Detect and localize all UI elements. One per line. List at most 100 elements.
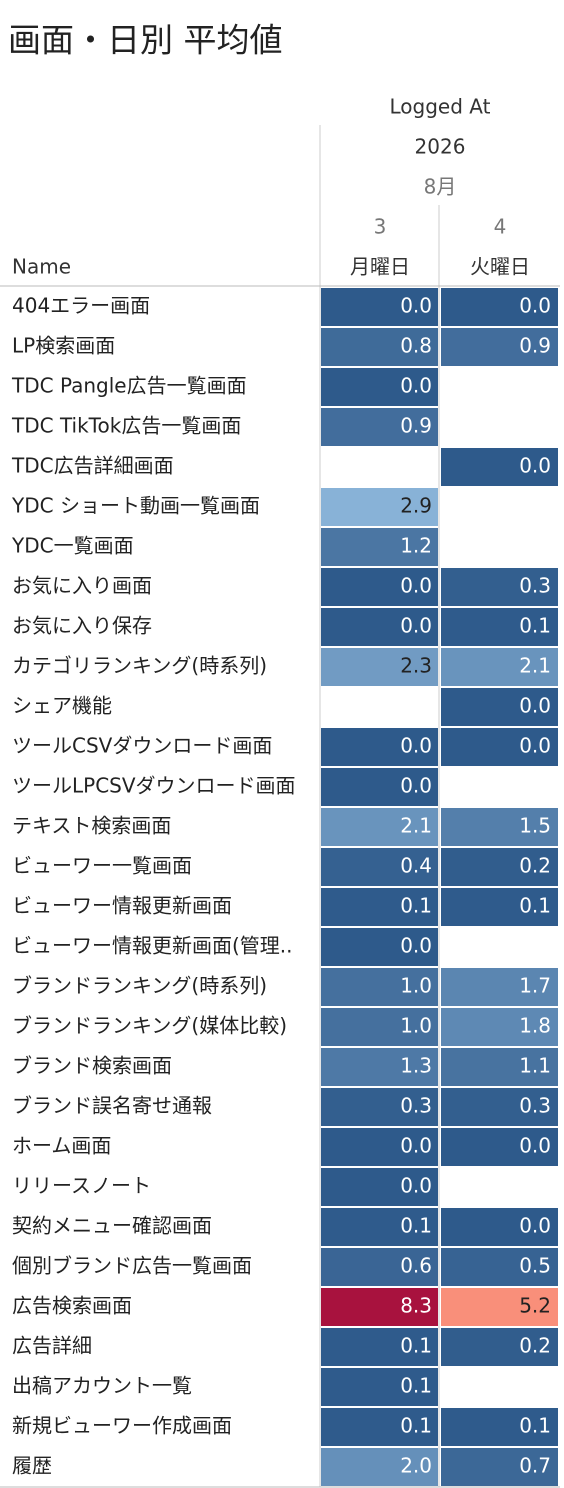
row-name: ツールLPCSVダウンロード画面 (12, 774, 296, 798)
row-name: LP検索画面 (12, 334, 115, 358)
cell-value: 0.0 (519, 694, 551, 718)
cell-value: 0.9 (519, 334, 551, 358)
cell (321, 848, 438, 886)
cell (441, 1408, 558, 1446)
cell-value: 0.1 (400, 1214, 432, 1238)
cell (321, 1008, 438, 1046)
cell (321, 1168, 438, 1206)
cell (441, 1288, 558, 1326)
row-name: 履歴 (12, 1454, 52, 1478)
cell (321, 328, 438, 366)
cell (321, 648, 438, 686)
cell-value: 1.8 (519, 1014, 551, 1038)
row-name: テキスト検索画面 (12, 814, 171, 838)
cell-value: 0.6 (400, 1254, 432, 1278)
cell (321, 1048, 438, 1086)
month-header: 8月 (424, 175, 457, 199)
row-name: YDC一覧画面 (11, 534, 134, 558)
cell-value: 0.0 (400, 374, 432, 398)
cell (441, 1208, 558, 1246)
cell-value: 0.7 (519, 1454, 551, 1478)
cell-value: 0.9 (400, 414, 432, 438)
title: 画面・日別 平均値 (8, 21, 283, 60)
cell (441, 1328, 558, 1366)
cell-value: 1.2 (400, 534, 432, 558)
row-name: TDC広告詳細画面 (11, 454, 174, 478)
name-header: Name (12, 255, 71, 279)
row-name: シェア機能 (12, 694, 112, 718)
cell (441, 728, 558, 766)
cell-value: 0.0 (519, 734, 551, 758)
cell-value: 0.1 (400, 1334, 432, 1358)
cell-value: 0.4 (400, 854, 432, 878)
cell-value: 0.0 (400, 294, 432, 318)
cell (321, 368, 438, 406)
cell (441, 608, 558, 646)
cell (441, 1448, 558, 1486)
cell (321, 1328, 438, 1366)
row-name: ホーム画面 (12, 1134, 111, 1158)
weekday-header: 月曜日 (350, 255, 410, 279)
cell (321, 728, 438, 766)
cell (321, 528, 438, 566)
cell-value: 0.3 (519, 574, 551, 598)
row-name: 新規ビューワー作成画面 (12, 1414, 232, 1438)
row-name: ブランドランキング(媒体比較) (12, 1014, 287, 1038)
row-name: TDC Pangle広告一覧画面 (11, 374, 247, 398)
cell (321, 1128, 438, 1166)
cell (321, 888, 438, 926)
cell-value: 0.0 (400, 734, 432, 758)
cell-value: 0.3 (519, 1094, 551, 1118)
row-name: ツールCSVダウンロード画面 (12, 734, 272, 758)
cell-value: 0.0 (400, 774, 432, 798)
cell-value: 1.7 (519, 974, 551, 998)
cell (441, 1008, 558, 1046)
cell-value: 0.8 (400, 334, 432, 358)
row-name: お気に入り画面 (12, 574, 152, 598)
row-name: 広告詳細 (12, 1334, 92, 1358)
cell-value: 1.5 (519, 814, 551, 838)
cell (441, 1048, 558, 1086)
row-name: ブランドランキング(時系列) (12, 974, 267, 998)
weekday-header: 火曜日 (470, 255, 530, 279)
cell (321, 608, 438, 646)
cell-value: 2.9 (400, 494, 432, 518)
cell-value: 1.3 (400, 1054, 432, 1078)
group-header: Logged At (390, 95, 491, 119)
cell (441, 448, 558, 486)
row-name: ブランド誤名寄せ通報 (12, 1094, 212, 1118)
row-name: TDC TikTok広告一覧画面 (11, 414, 241, 438)
cell-value: 1.1 (519, 1054, 551, 1078)
cell (441, 648, 558, 686)
cell (321, 1368, 438, 1406)
row-name: 404エラー画面 (12, 294, 150, 318)
cell (321, 1208, 438, 1246)
cell-value: 0.0 (400, 574, 432, 598)
cell (441, 808, 558, 846)
row-name: YDC ショート動画一覧画面 (11, 494, 260, 518)
cell (321, 288, 438, 326)
cell (321, 1088, 438, 1126)
cell (441, 1128, 558, 1166)
day-header: 4 (494, 215, 507, 239)
row-name: ブランド検索画面 (12, 1054, 172, 1078)
day-header: 3 (374, 215, 387, 239)
row-name: ビューワー情報更新画面(管理.. (12, 934, 293, 958)
cell-value: 0.0 (519, 1134, 551, 1158)
row-name: リリースノート (12, 1174, 151, 1198)
cell-value: 8.3 (400, 1294, 432, 1318)
cell (441, 1088, 558, 1126)
cell-value: 2.0 (400, 1454, 432, 1478)
cell (321, 1448, 438, 1486)
cell (321, 928, 438, 966)
cell-value: 0.1 (519, 894, 551, 918)
cell (321, 1288, 438, 1326)
row-name: 個別ブランド広告一覧画面 (12, 1254, 252, 1278)
cell-value: 0.2 (519, 1334, 551, 1358)
cell-value: 0.2 (519, 854, 551, 878)
cell-value: 0.1 (519, 1414, 551, 1438)
cell-value: 0.1 (519, 614, 551, 638)
row-name: 出稿アカウント一覧 (12, 1374, 192, 1398)
cell-value: 1.0 (400, 974, 432, 998)
